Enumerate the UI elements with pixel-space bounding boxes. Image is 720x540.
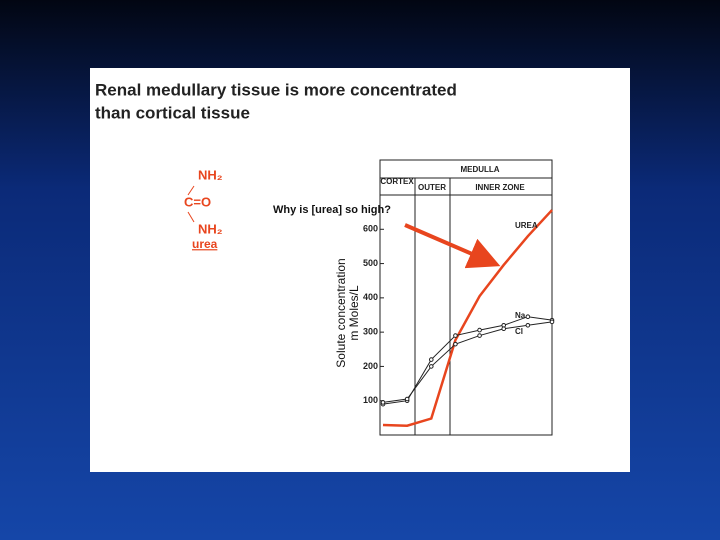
point: [501, 326, 507, 332]
point: [453, 333, 458, 338]
point: [477, 333, 482, 338]
point: [525, 314, 531, 320]
slide-title: Renal medullary tissue is more concentra…: [95, 80, 457, 99]
molecule-text: NH₂: [198, 221, 223, 236]
point: [380, 400, 386, 405]
urea-molecule: NH₂ C=O NH₂ urea: [184, 167, 223, 251]
point: [404, 396, 410, 402]
point: [428, 364, 434, 369]
y-tick-label: 600: [363, 224, 378, 234]
y-axis-label: m Moles/L: [347, 285, 361, 341]
point: [453, 341, 458, 347]
arrow: [404, 223, 501, 269]
bond: [187, 185, 195, 196]
question: Why is [urea] so high?: [273, 204, 391, 216]
series-label: UREA: [515, 221, 538, 230]
zone-label: INNER ZONE: [475, 183, 525, 192]
zone-label: MEDULLA: [460, 165, 499, 174]
y-tick-label: 300: [363, 327, 378, 337]
bond: [187, 211, 195, 223]
zone-label: OUTER: [418, 183, 446, 192]
content-panel: [90, 68, 630, 472]
series-label: Cl: [515, 327, 523, 336]
point: [477, 327, 482, 333]
y-tick-label: 400: [363, 292, 378, 302]
series-line: [382, 209, 553, 427]
y-axis-label: Solute concentration: [334, 258, 348, 367]
point: [549, 319, 555, 325]
zone-label: CORTEX: [380, 177, 414, 186]
series-label: Na: [515, 311, 526, 320]
y-tick-label: 200: [363, 361, 378, 371]
y-tick-label: 100: [363, 395, 378, 405]
molecule-name: urea: [192, 237, 218, 251]
point: [428, 357, 434, 362]
point: [525, 322, 531, 328]
molecule-text: NH₂: [198, 167, 223, 182]
slide-title: than cortical tissue: [95, 103, 250, 122]
y-tick-label: 500: [363, 258, 378, 268]
molecule-text: C=O: [184, 194, 211, 209]
series-line: [382, 321, 553, 403]
